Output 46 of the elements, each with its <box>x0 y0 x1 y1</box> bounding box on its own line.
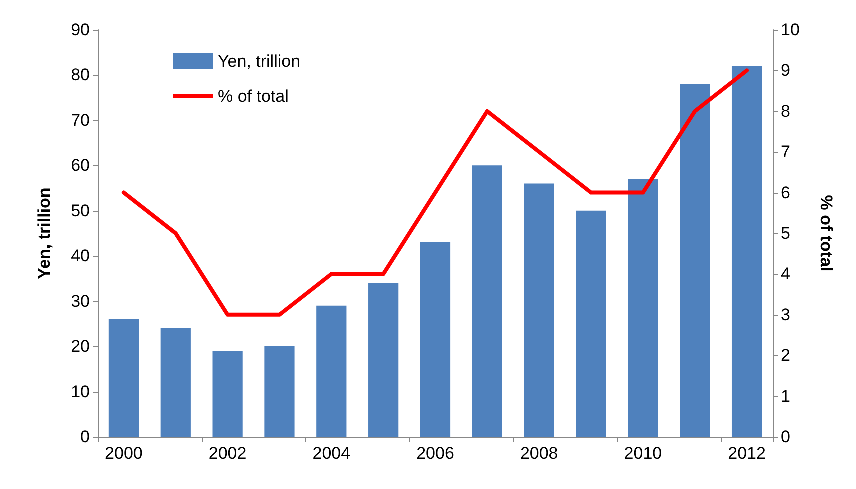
y2-tick-label: 1 <box>781 386 790 406</box>
x-tick-label: 2002 <box>208 444 247 463</box>
bar <box>264 346 295 437</box>
y-tick-label: 30 <box>71 292 90 311</box>
bar <box>576 210 606 437</box>
y2-tick-label: 4 <box>781 264 790 284</box>
y2-tick-label: 7 <box>781 142 790 162</box>
y2-tick-label: 8 <box>781 102 790 121</box>
y2-tick-label: 10 <box>781 20 800 40</box>
x-tick-label: 2012 <box>728 444 766 463</box>
y-tick-label: 0 <box>80 428 90 446</box>
bar <box>680 84 710 437</box>
bar <box>108 319 140 437</box>
y2-tick-label: 3 <box>781 305 790 324</box>
line-series <box>122 68 750 317</box>
y-tick-label: 10 <box>71 382 90 402</box>
bar <box>628 179 658 437</box>
y2-tick-label: 5 <box>781 224 790 243</box>
y2-axis-title: % of total <box>817 195 836 272</box>
y2-tick-label: 9 <box>781 61 790 80</box>
x-tick-label: 2004 <box>312 444 351 463</box>
x-tick-label: 2006 <box>416 444 454 463</box>
y-tick-label: 90 <box>71 20 90 40</box>
bar <box>732 66 762 437</box>
y2-tick-label: 6 <box>781 183 790 202</box>
bar <box>212 351 243 437</box>
x-tick-label: 2008 <box>520 444 558 463</box>
bar <box>472 166 502 437</box>
x-tick-label: 2010 <box>624 444 662 463</box>
y-tick-label: 40 <box>71 246 90 266</box>
legend-label: % of total <box>218 87 289 106</box>
legend-label: Yen, trillion <box>218 52 301 71</box>
y-axis-title: Yen, trillion <box>35 188 54 280</box>
y2-tick-label: 2 <box>781 346 790 366</box>
y-tick-label: 60 <box>71 156 90 176</box>
y-tick-label: 70 <box>71 110 90 130</box>
y-tick-label: 80 <box>71 66 90 85</box>
bar <box>420 242 451 437</box>
y2-tick-label: 0 <box>781 428 790 446</box>
bar <box>524 184 554 437</box>
x-tick-label: 2000 <box>105 444 143 463</box>
bar <box>316 306 347 437</box>
bar <box>160 328 191 437</box>
bar <box>368 283 399 437</box>
y-tick-label: 20 <box>71 337 90 356</box>
y-tick-label: 50 <box>71 201 90 220</box>
